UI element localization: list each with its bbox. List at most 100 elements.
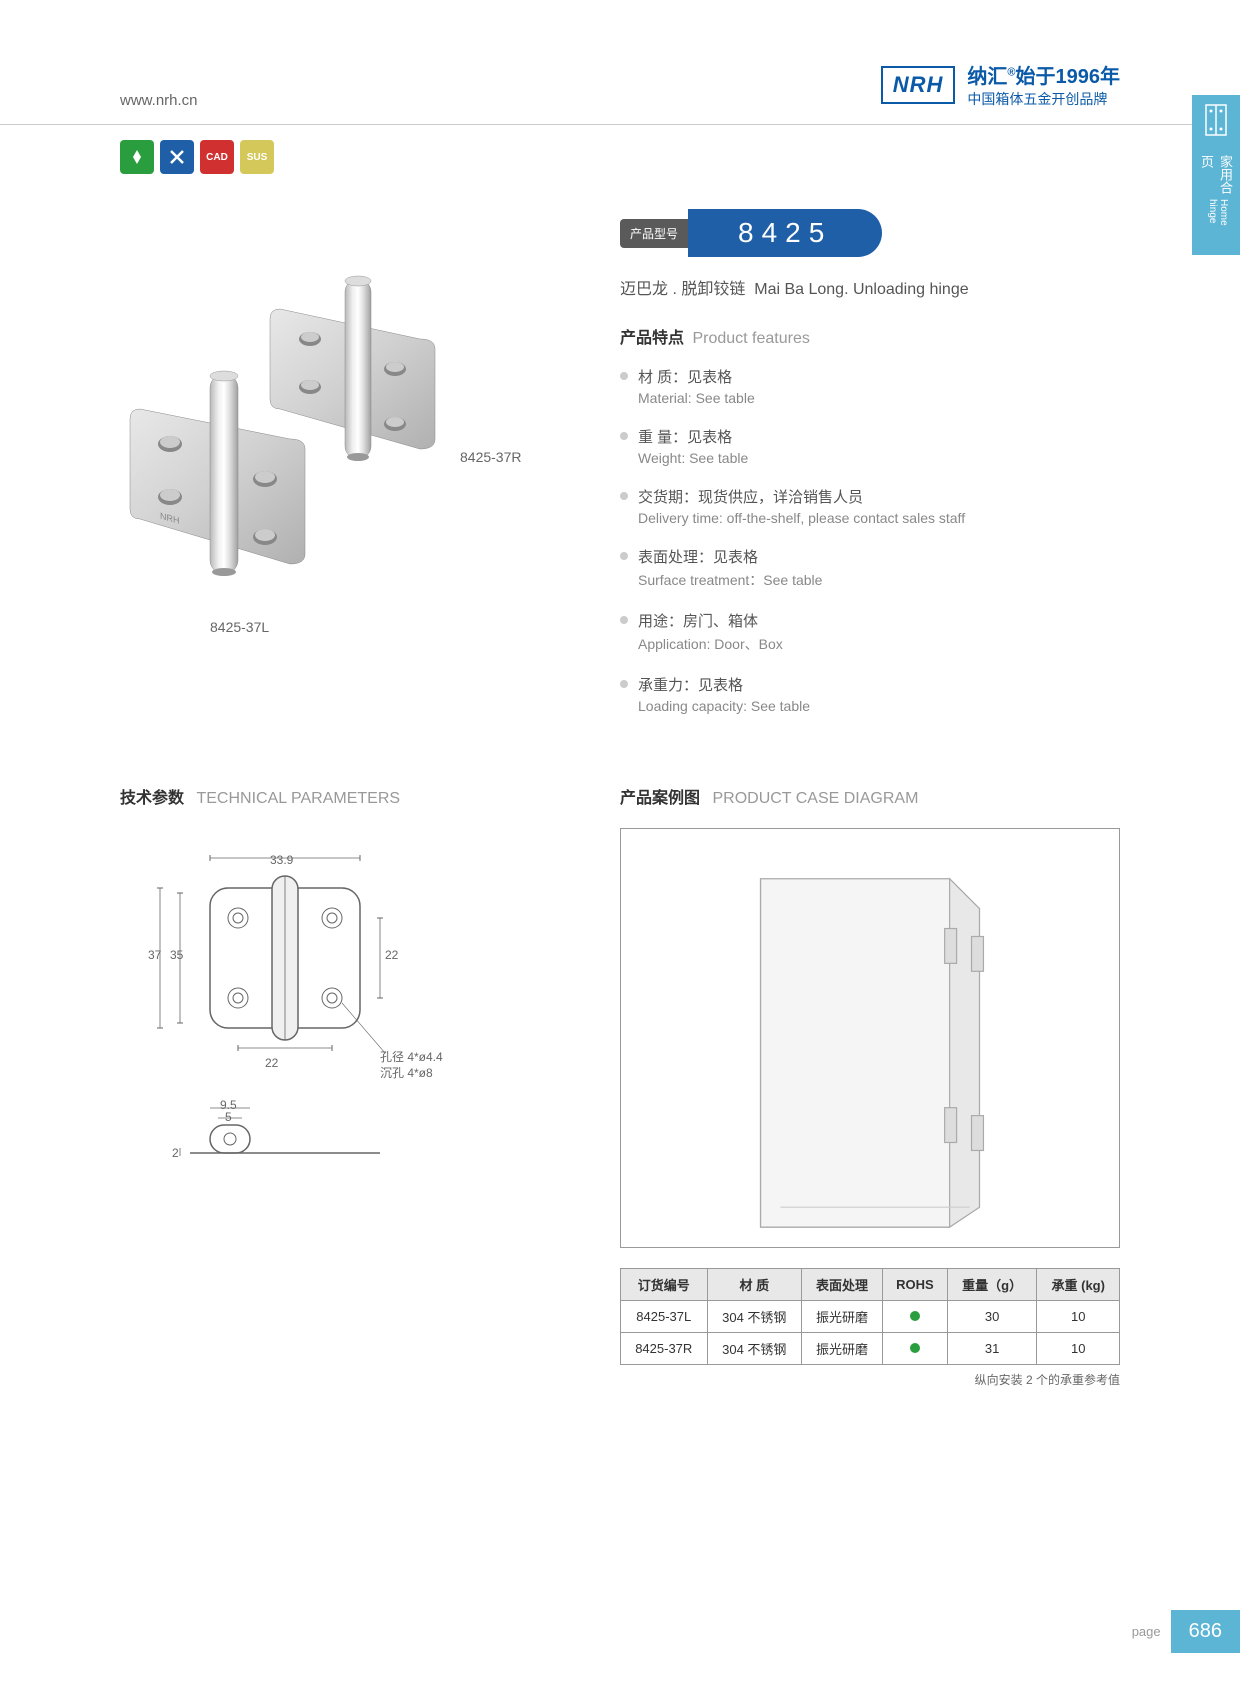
page-number: 686: [1171, 1610, 1240, 1653]
website-url: www.nrh.cn: [120, 92, 198, 109]
product-name: 迈巴龙 . 脱卸铰链 Mai Ba Long. Unloading hinge: [620, 275, 1120, 299]
feature-cn: 表面处理：见表格: [638, 546, 1120, 567]
case-header-cn: 产品案例图: [620, 790, 700, 807]
icon-4: SUS: [240, 140, 274, 174]
feature-item: 重 量：见表格 Weight: See table: [620, 426, 1120, 466]
sidebar-en: Home hinge: [1207, 199, 1229, 245]
feature-cn: 用途：房门、箱体: [638, 610, 1120, 631]
table-note: 纵向安装 2 个的承重参考值: [620, 1371, 1120, 1388]
sidebar-tab-label: 家用合页 Home hinge: [1192, 145, 1240, 255]
table-header: 承重 (kg): [1037, 1269, 1120, 1301]
feature-item: 用途：房门、箱体 Application: Door、Box: [620, 610, 1120, 654]
page-footer: page 686: [1132, 1610, 1240, 1653]
feature-cn: 重 量：见表格: [638, 426, 1120, 447]
technical-parameters: 技术参数 TECHNICAL PARAMETERS: [120, 784, 560, 1388]
dim-h1: 37: [148, 948, 161, 962]
table-header: 材 质: [707, 1269, 802, 1301]
dim-h2: 35: [170, 948, 183, 962]
case-diagram: [620, 828, 1120, 1248]
rohs-dot-icon: [910, 1311, 920, 1321]
dim-w2: 22: [265, 1056, 278, 1070]
feature-cn: 交货期：现货供应，详洽销售人员: [638, 486, 1120, 507]
table-header: 订货编号: [621, 1269, 708, 1301]
feature-en: Material: See table: [638, 390, 1120, 406]
tech-header-en: TECHNICAL PARAMETERS: [196, 790, 400, 807]
icon-1: [120, 140, 154, 174]
product-name-cn: 迈巴龙 . 脱卸铰链: [620, 281, 745, 298]
case-header-en: PRODUCT CASE DIAGRAM: [712, 790, 918, 807]
model-number: 8425: [688, 209, 882, 257]
brand-line: 纳汇®始于1996年: [967, 60, 1120, 89]
brand-year: 始于1996年: [1016, 66, 1121, 88]
category-icons: CAD SUS: [0, 125, 1240, 189]
table-header: 表面处理: [802, 1269, 883, 1301]
dim-sideh: 2: [172, 1146, 179, 1160]
brand-cn: 纳汇: [967, 66, 1007, 88]
feature-item: 表面处理：见表格 Surface treatment：See table: [620, 546, 1120, 590]
feature-item: 承重力：见表格 Loading capacity: See table: [620, 674, 1120, 714]
brand-tagline: 中国箱体五金开创品牌: [967, 89, 1120, 109]
product-name-en: Mai Ba Long. Unloading hinge: [754, 281, 968, 298]
dim-hole: 孔径 4*ø4.4: [380, 1048, 443, 1065]
feature-cn: 材 质：见表格: [638, 366, 1120, 387]
feature-item: 交货期：现货供应，详洽销售人员 Delivery time: off-the-sh…: [620, 486, 1120, 526]
tech-header: 技术参数 TECHNICAL PARAMETERS: [120, 784, 560, 808]
table-row: 8425-37L304 不锈钢振光研磨 3010: [621, 1301, 1120, 1333]
model-badge: 产品型号 8425: [620, 209, 1120, 257]
features-header: 产品特点 Product features: [620, 324, 1120, 348]
label-right: 8425-37R: [460, 449, 522, 465]
feature-cn: 承重力：见表格: [638, 674, 1120, 695]
spec-table-area: 订货编号材 质表面处理ROHS重量（g）承重 (kg) 8425-37L304 …: [620, 1268, 1120, 1388]
table-row: 8425-37R304 不锈钢振光研磨 3110: [621, 1333, 1120, 1365]
feature-item: 材 质：见表格 Material: See table: [620, 366, 1120, 406]
table-cell: 8425-37L: [621, 1301, 708, 1333]
logo-mark: NRH: [881, 66, 956, 104]
features-header-cn: 产品特点: [620, 330, 684, 347]
table-cell: 304 不锈钢: [707, 1301, 802, 1333]
dim-sink: 沉孔 4*ø8: [380, 1064, 433, 1081]
dim-w: 33.9: [270, 853, 293, 867]
table-cell: 振光研磨: [802, 1301, 883, 1333]
table-cell: [882, 1301, 947, 1333]
icon-3: CAD: [200, 140, 234, 174]
product-info-col: 产品型号 8425 迈巴龙 . 脱卸铰链 Mai Ba Long. Unload…: [620, 189, 1120, 734]
table-cell: [882, 1333, 947, 1365]
features-list: 材 质：见表格 Material: See table 重 量：见表格 Weight:…: [620, 366, 1120, 714]
case-header: 产品案例图 PRODUCT CASE DIAGRAM: [620, 784, 1120, 808]
dim-h3: 22: [385, 948, 398, 962]
page-header: www.nrh.cn NRH 纳汇®始于1996年 中国箱体五金开创品牌: [0, 0, 1240, 125]
table-cell: 31: [947, 1333, 1037, 1365]
table-header: 重量（g）: [947, 1269, 1037, 1301]
sidebar-tab-icon: [1192, 95, 1240, 145]
icon-2: [160, 140, 194, 174]
table-cell: 10: [1037, 1333, 1120, 1365]
feature-en: Weight: See table: [638, 450, 1120, 466]
logo-area: NRH 纳汇®始于1996年 中国箱体五金开创品牌: [881, 60, 1120, 109]
logo-text: 纳汇®始于1996年 中国箱体五金开创品牌: [967, 60, 1120, 109]
lower-section: 技术参数 TECHNICAL PARAMETERS: [0, 734, 1240, 1388]
product-image: NRH 8425-37R 8425-37L: [120, 229, 560, 629]
hinge-illustration: NRH: [120, 229, 560, 629]
table-header: ROHS: [882, 1269, 947, 1301]
label-left: 8425-37L: [210, 619, 269, 635]
main-content: NRH 8425-37R 8425-37L 产品型号 8425 迈巴龙 . 脱卸…: [0, 189, 1240, 734]
product-case: 产品案例图 PRODUCT CASE DIAGRAM: [620, 784, 1120, 1388]
feature-en: Application: Door、Box: [638, 634, 1120, 654]
features-header-en: Product features: [692, 330, 809, 347]
dim-topw2: 5: [225, 1110, 232, 1124]
table-cell: 30: [947, 1301, 1037, 1333]
table-cell: 304 不锈钢: [707, 1333, 802, 1365]
table-cell: 振光研磨: [802, 1333, 883, 1365]
model-label: 产品型号: [620, 219, 688, 248]
rohs-dot-icon: [910, 1343, 920, 1353]
feature-en: Loading capacity: See table: [638, 698, 1120, 714]
tech-drawing: 33.9 37 35 22 22 孔径 4*ø4.4 沉孔 4*ø8 9.5 5…: [120, 828, 560, 1248]
spec-table: 订货编号材 质表面处理ROHS重量（g）承重 (kg) 8425-37L304 …: [620, 1268, 1120, 1365]
product-image-col: NRH 8425-37R 8425-37L: [120, 189, 560, 734]
page-label: page: [1132, 1624, 1161, 1639]
feature-en: Delivery time: off-the-shelf, please con…: [638, 510, 1120, 526]
feature-en: Surface treatment：See table: [638, 570, 1120, 590]
table-cell: 8425-37R: [621, 1333, 708, 1365]
table-cell: 10: [1037, 1301, 1120, 1333]
sidebar-cn: 家用合页: [1197, 155, 1235, 199]
